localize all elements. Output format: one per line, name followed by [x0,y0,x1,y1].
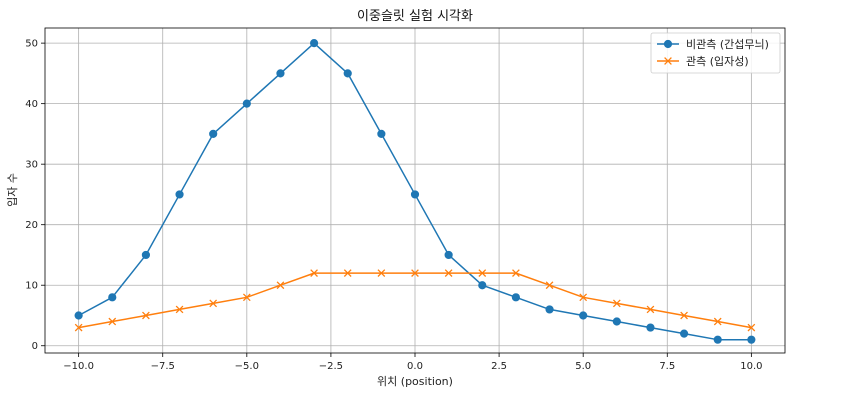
series-observed-point-stroke [74,323,83,332]
series-observed-point [242,293,251,302]
x-tick-label: 0.0 [407,361,423,372]
series-observed-point-stroke [142,311,150,320]
series-unobserved-point [713,335,722,344]
series-observed-point-stroke [108,317,117,326]
series-unobserved-point [309,39,319,48]
series-unobserved-point [511,293,521,302]
series-observed-point-stroke [512,269,520,277]
series-unobserved-point [276,69,285,78]
series-observed-point-stroke [310,269,318,277]
series-observed-point-stroke [175,305,184,314]
series-observed-point [343,269,352,277]
legend-item-observed: 관측 (입자성) [657,55,749,68]
series-observed-point [478,269,487,277]
series-unobserved-point [242,99,251,108]
y-tick-label: 40 [25,99,38,110]
series-observed-point-stroke [343,269,352,277]
x-tick-label: 10.0 [740,361,762,372]
series-observed [74,269,756,332]
series-unobserved-point [545,305,554,314]
series-unobserved-point [377,129,386,139]
legend-item-observed-label: 관측 (입자성) [686,55,749,68]
series-observed-point [175,305,184,314]
legend-item-unobserved-swatch-point [663,39,673,49]
y-axis-label: 입자 수 [6,173,19,207]
series-unobserved-point [612,317,621,326]
series-unobserved-point [679,329,689,338]
series-unobserved-point [579,311,588,320]
series-unobserved-point [410,190,420,199]
series-observed-point [512,269,520,277]
series-observed-point-stroke [680,311,688,320]
series-observed-point [680,311,688,320]
series-unobserved-point [108,293,117,302]
series-observed-point-stroke [545,281,554,290]
y-axis: 0 10 20 30 40 50 [25,39,45,352]
x-tick-label: 5.0 [575,361,591,372]
series-layer [74,39,756,344]
series-observed-point-stroke [444,269,453,277]
series-unobserved-point [175,190,184,199]
legend: 비관측 (간섭무늬) 관측 (입자성) [650,32,781,74]
legend-item-unobserved-label: 비관측 (간섭무늬) [686,38,769,51]
series-observed-point [142,311,150,320]
series-unobserved-point [747,335,756,344]
series-unobserved [74,39,756,344]
series-observed-point-stroke [747,323,756,332]
series-unobserved-point [646,323,655,332]
series-observed-point [747,323,756,332]
x-axis-label: 위치 (position) [377,375,453,388]
series-observed-point-stroke [579,293,588,302]
y-tick-label: 30 [25,160,38,171]
series-observed-point-stroke [478,269,487,277]
x-tick-label: −10.0 [63,361,94,372]
series-observed-point [612,299,621,308]
series-observed-point [579,293,588,302]
y-tick-label: 0 [32,341,38,352]
y-tick-label: 20 [25,220,38,231]
x-tick-label: −2.5 [319,361,343,372]
series-unobserved-point [444,250,453,260]
x-tick-label: 2.5 [491,361,507,372]
series-unobserved-point [141,250,151,260]
x-tick-label: −7.5 [151,361,175,372]
series-observed-point-stroke [377,269,386,277]
x-axis: −10.0 −7.5 −5.0 −2.5 0.0 2.5 5.0 7.5 10.0 [63,353,762,372]
legend-item-observed-swatch-point-stroke [664,57,672,65]
series-unobserved-point [74,311,83,320]
series-observed-point [713,317,722,326]
series-observed-point [411,269,419,277]
legend-item-observed-swatch-point [664,57,672,65]
series-observed-point [444,269,453,277]
series-observed-point-stroke [276,281,285,290]
chart-title: 이중슬릿 실험 시각화 [357,9,473,24]
series-observed-point-stroke [612,299,621,308]
series-observed-point [545,281,554,290]
x-tick-label: −5.0 [235,361,259,372]
series-unobserved-point [478,281,487,290]
series-observed-point [108,317,117,326]
y-tick-label: 50 [25,39,38,50]
series-unobserved-point [343,69,352,78]
series-observed-point-stroke [713,317,722,326]
grid [45,28,785,353]
series-observed-point [377,269,386,277]
series-observed-point-stroke [242,293,251,302]
series-observed-point [276,281,285,290]
legend-box [650,32,781,74]
series-observed-point [646,305,655,314]
legend-item-unobserved: 비관측 (간섭무늬) [657,38,769,51]
series-observed-point [209,299,218,308]
series-observed-point-stroke [209,299,218,308]
series-observed-point [74,323,83,332]
series-unobserved-point [209,129,218,139]
series-observed-point-stroke [411,269,419,277]
x-tick-label: 7.5 [659,361,675,372]
y-tick-label: 10 [25,281,38,292]
series-observed-point [310,269,318,277]
series-observed-point-stroke [646,305,655,314]
